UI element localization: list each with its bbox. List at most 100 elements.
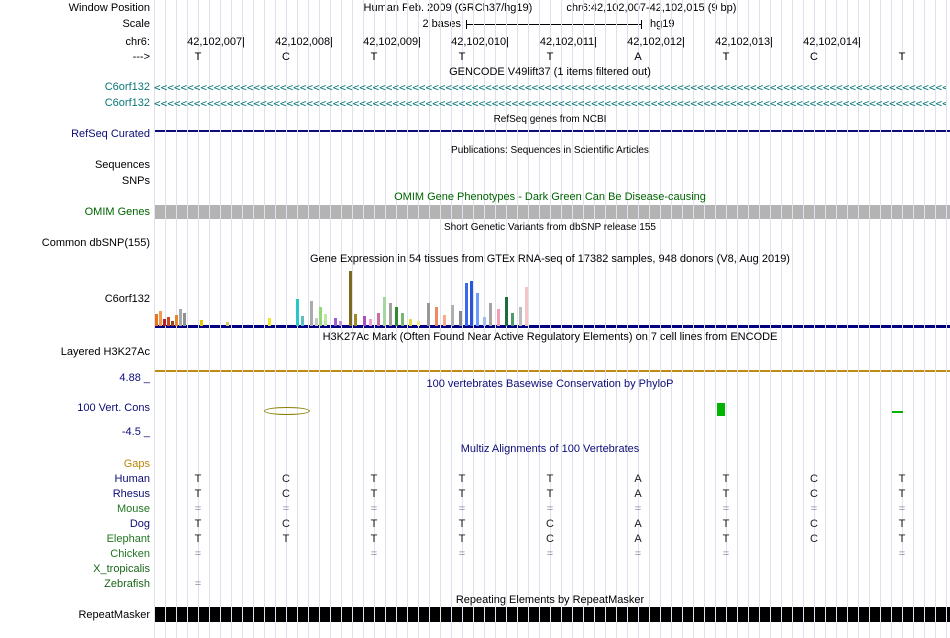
gtex-expression-bar[interactable] [389, 303, 392, 326]
gtex-expression-bar[interactable] [183, 313, 186, 326]
left-label-item[interactable]: ---> [132, 51, 150, 63]
left-label-c6orf132[interactable]: C6orf132 [104, 81, 150, 93]
gtex-expression-bar[interactable] [435, 307, 438, 326]
gtex-expression-bar[interactable] [443, 315, 446, 326]
gtex-expression-bar[interactable] [369, 319, 372, 326]
omim-genes-bar[interactable] [154, 205, 950, 219]
species-label-chicken[interactable]: Chicken [110, 548, 150, 560]
left-label-layered-h3k27ac[interactable]: Layered H3K27Ac [60, 346, 150, 358]
h3k27ac-signal-line[interactable] [154, 370, 950, 372]
ruler-base-letter[interactable]: A [634, 51, 642, 63]
gtex-expression-bar[interactable] [349, 271, 352, 326]
ruler-base-letter[interactable]: T [370, 51, 378, 63]
track-header-100-vertebrates-basewise-conservation-by[interactable]: 100 vertebrates Basewise Conservation by… [426, 378, 674, 390]
gtex-expression-bar[interactable] [296, 299, 299, 326]
refseq-curated-line[interactable] [154, 130, 950, 132]
left-label-window-position[interactable]: Window Position [68, 2, 150, 14]
left-label-100-vert-cons[interactable]: 100 Vert. Cons [77, 402, 150, 414]
species-label-mouse[interactable]: Mouse [116, 503, 150, 515]
ruler-base-letter[interactable]: T [898, 51, 906, 63]
left-label-chr6[interactable]: chr6: [125, 36, 150, 48]
left-label-common-dbsnp-155[interactable]: Common dbSNP(155) [41, 237, 150, 249]
gtex-expression-bar[interactable] [167, 317, 170, 326]
left-label-snps[interactable]: SNPs [121, 175, 150, 187]
gtex-expression-bar[interactable] [483, 317, 486, 326]
left-label-c6orf132[interactable]: C6orf132 [104, 293, 150, 305]
species-label-zebrafish[interactable]: Zebrafish [104, 578, 150, 590]
grid-line [594, 0, 595, 638]
species-label-x-tropicalis[interactable]: X_tropicalis [93, 563, 150, 575]
gtex-expression-bar[interactable] [175, 315, 178, 326]
ruler-base-letter[interactable]: T [722, 51, 730, 63]
gtex-expression-bar[interactable] [179, 309, 182, 326]
gtex-expression-bar[interactable] [470, 281, 473, 326]
gtex-expression-bar[interactable] [497, 309, 500, 326]
left-label-c6orf132[interactable]: C6orf132 [104, 97, 150, 109]
gtex-expression-bar[interactable] [310, 301, 313, 326]
gtex-expression-bar[interactable] [409, 319, 412, 326]
gtex-expression-bar[interactable] [417, 321, 420, 326]
track-header-gene-expression-in-54-tissues-from-gtex-[interactable]: Gene Expression in 54 tissues from GTEx … [310, 253, 790, 265]
gtex-expression-bar[interactable] [334, 318, 337, 326]
species-label-dog[interactable]: Dog [129, 518, 150, 530]
gencode-transcript-row[interactable]: <<<<<<<<<<<<<<<<<<<<<<<<<<<<<<<<<<<<<<<<… [154, 81, 946, 94]
gtex-expression-bar[interactable] [363, 316, 366, 326]
conservation-dash[interactable] [892, 411, 903, 413]
left-label-4-5[interactable]: -4.5 _ [121, 426, 150, 438]
gtex-expression-bar[interactable] [451, 305, 454, 326]
left-label-repeatmasker[interactable]: RepeatMasker [78, 609, 150, 621]
species-label-elephant[interactable]: Elephant [106, 533, 150, 545]
gtex-expression-bar[interactable] [171, 321, 174, 326]
gtex-expression-bar[interactable] [226, 322, 229, 326]
left-label-4-88[interactable]: 4.88 _ [119, 372, 150, 384]
track-header-short-genetic-variants-from-dbsnp-releas[interactable]: Short Genetic Variants from dbSNP releas… [444, 222, 656, 233]
gtex-expression-bar[interactable] [268, 318, 271, 326]
track-header-h3k27ac-mark-often-found-near-active-reg[interactable]: H3K27Ac Mark (Often Found Near Active Re… [322, 331, 778, 343]
gtex-expression-bar[interactable] [377, 313, 380, 326]
gtex-expression-bar[interactable] [339, 321, 342, 326]
ruler-base-letter[interactable]: T [546, 51, 554, 63]
gtex-expression-bar[interactable] [525, 287, 528, 326]
gtex-expression-bar[interactable] [163, 319, 166, 326]
species-label-rhesus[interactable]: Rhesus [112, 488, 150, 500]
gtex-expression-bar[interactable] [511, 313, 514, 326]
gtex-expression-bar[interactable] [354, 314, 357, 326]
track-header-omim-gene-phenotypes-dark-green-can-be-d[interactable]: OMIM Gene Phenotypes - Dark Green Can Be… [394, 191, 706, 203]
track-header-publications-sequences-in-scientific-art[interactable]: Publications: Sequences in Scientific Ar… [451, 145, 649, 156]
gtex-expression-bar[interactable] [315, 318, 318, 326]
conservation-lens[interactable] [264, 407, 310, 415]
gtex-expression-bar[interactable] [459, 311, 462, 326]
gtex-expression-bar[interactable] [301, 316, 304, 326]
track-header-gencode-v49lift37-1-items-filtered-out[interactable]: GENCODE V49lift37 (1 items filtered out) [449, 66, 651, 78]
gtex-expression-bar[interactable] [319, 307, 322, 326]
repeatmasker-bar[interactable] [154, 607, 950, 622]
gtex-expression-bar[interactable] [155, 314, 158, 326]
ruler-base-letter[interactable]: T [458, 51, 466, 63]
species-label-gaps[interactable]: Gaps [123, 458, 150, 470]
gtex-expression-bar[interactable] [465, 283, 468, 326]
gtex-expression-bar[interactable] [324, 314, 327, 326]
track-header-refseq-genes-from-ncbi[interactable]: RefSeq genes from NCBI [493, 114, 607, 125]
species-label-human[interactable]: Human [114, 473, 150, 485]
ruler-base-letter[interactable]: T [194, 51, 202, 63]
gtex-expression-bar[interactable] [476, 293, 479, 326]
gtex-expression-bar[interactable] [159, 311, 162, 326]
track-header-repeating-elements-by-repeatmasker[interactable]: Repeating Elements by RepeatMasker [455, 594, 645, 606]
gencode-transcript-row[interactable]: <<<<<<<<<<<<<<<<<<<<<<<<<<<<<<<<<<<<<<<<… [154, 97, 946, 110]
gtex-expression-bar[interactable] [427, 303, 430, 326]
ruler-base-letter[interactable]: C [810, 51, 818, 63]
left-label-refseq-curated[interactable]: RefSeq Curated [71, 128, 150, 140]
gtex-expression-bar[interactable] [200, 320, 203, 326]
left-label-scale[interactable]: Scale [122, 18, 150, 30]
gtex-expression-bar[interactable] [505, 297, 508, 326]
gtex-expression-bar[interactable] [489, 303, 492, 326]
gtex-expression-bar[interactable] [519, 307, 522, 326]
gtex-expression-bar[interactable] [395, 307, 398, 326]
left-label-omim-genes[interactable]: OMIM Genes [84, 206, 150, 218]
gtex-expression-bar[interactable] [383, 297, 386, 326]
track-header-multiz-alignments-of-100-vertebrates[interactable]: Multiz Alignments of 100 Vertebrates [460, 443, 640, 455]
gtex-expression-bar[interactable] [401, 313, 404, 326]
left-label-sequences[interactable]: Sequences [94, 159, 150, 171]
ruler-base-letter[interactable]: C [282, 51, 290, 63]
conservation-bar[interactable] [717, 403, 725, 416]
